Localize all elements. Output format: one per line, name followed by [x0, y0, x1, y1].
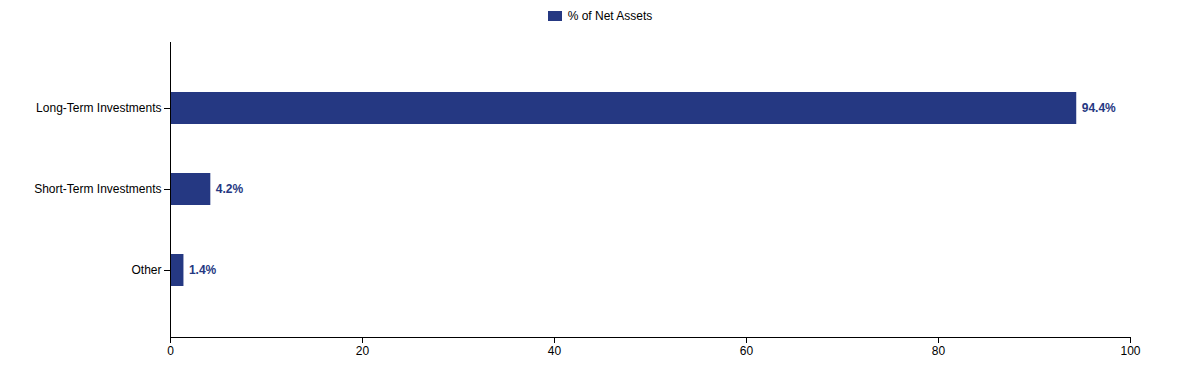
svg-text:1.4%: 1.4% [189, 263, 217, 277]
svg-text:94.4%: 94.4% [1082, 101, 1116, 115]
svg-text:40: 40 [548, 344, 562, 358]
svg-text:20: 20 [356, 344, 370, 358]
svg-text:100: 100 [1120, 344, 1140, 358]
svg-text:Short-Term Investments: Short-Term Investments [34, 182, 161, 196]
svg-text:Long-Term Investments: Long-Term Investments [36, 101, 161, 115]
svg-text:80: 80 [932, 344, 946, 358]
html-text:% of Net Assets: % of Net Assets [567, 9, 653, 23]
svg-text:0: 0 [167, 344, 174, 358]
svg-text:4.2%: 4.2% [216, 182, 244, 196]
svg-text:60: 60 [740, 344, 754, 358]
svg-text:Other: Other [131, 263, 161, 277]
